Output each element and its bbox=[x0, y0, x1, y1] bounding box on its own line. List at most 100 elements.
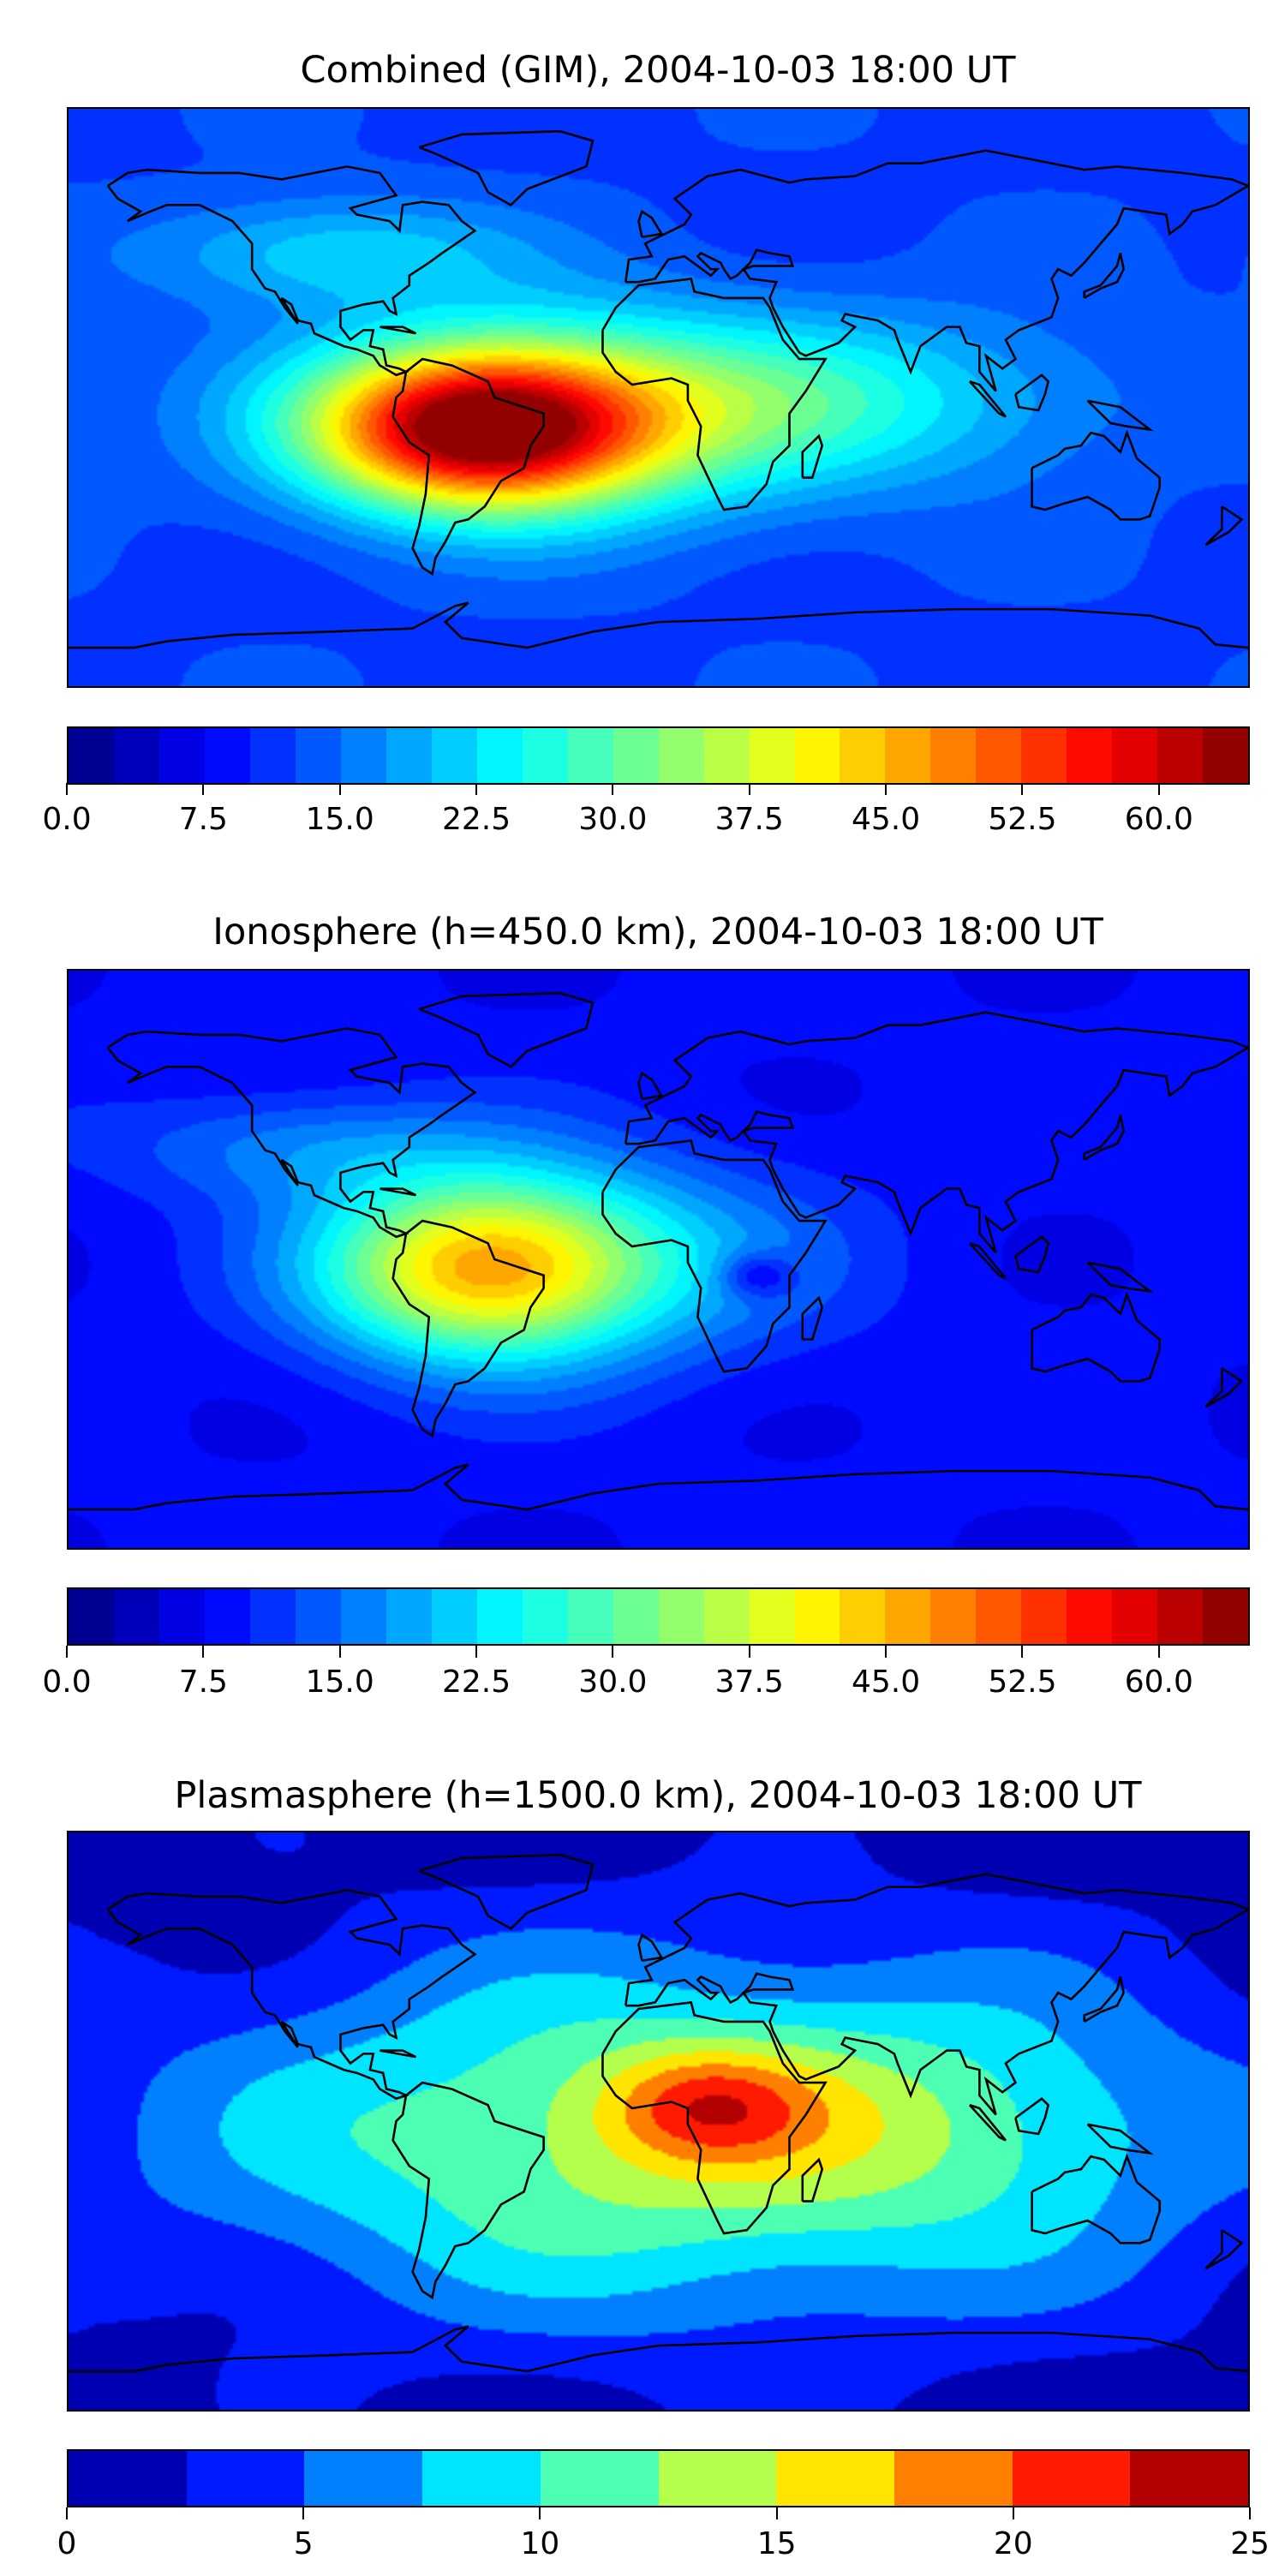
colorbar-bin bbox=[567, 1589, 613, 1644]
colorbar-bin bbox=[1203, 728, 1249, 783]
coastline bbox=[108, 1028, 475, 1236]
coastlines bbox=[69, 971, 1248, 1548]
map-plasmasphere bbox=[67, 1831, 1250, 2412]
colorbar-bin bbox=[158, 1589, 205, 1644]
colorbar-tick bbox=[885, 1646, 888, 1658]
coastline bbox=[69, 603, 1248, 648]
colorbar-tick bbox=[1021, 783, 1024, 795]
colorbar-bin bbox=[1112, 1589, 1158, 1644]
coastline bbox=[1088, 1263, 1151, 1292]
colorbar-tick-label: 22.5 bbox=[441, 1665, 511, 1700]
coastline bbox=[1205, 506, 1241, 545]
coastline bbox=[639, 1073, 662, 1099]
colorbar-bin bbox=[186, 2451, 305, 2506]
colorbar-tick-label: 37.5 bbox=[714, 1665, 784, 1700]
colorbar-tick-label: 0.0 bbox=[42, 1665, 92, 1700]
coastline bbox=[625, 1013, 1248, 1253]
colorbar-tick bbox=[612, 1646, 614, 1658]
colorbar-tick bbox=[775, 2507, 778, 2519]
colorbar-bin bbox=[204, 1589, 250, 1644]
coastline bbox=[1015, 375, 1048, 410]
colorbar-bin bbox=[930, 728, 977, 783]
colorbar-bin bbox=[69, 1589, 114, 1644]
colorbar-bin bbox=[113, 728, 159, 783]
coastline bbox=[602, 1140, 825, 1372]
colorbar-tick-label: 30.0 bbox=[578, 1665, 648, 1700]
colorbar-bin bbox=[158, 728, 205, 783]
colorbar-bin bbox=[422, 2451, 541, 2506]
colorbar-bin bbox=[894, 2451, 1013, 2506]
colorbar-bin bbox=[1157, 728, 1204, 783]
colorbar-tick bbox=[66, 1646, 68, 1658]
colorbar-bin bbox=[703, 1589, 750, 1644]
coastline bbox=[419, 993, 593, 1067]
colorbar-bin bbox=[340, 1589, 386, 1644]
colorbar-tick bbox=[1012, 2507, 1014, 2519]
colorbar-tick-label: 30.0 bbox=[578, 802, 648, 837]
colorbar-bin bbox=[249, 1589, 296, 1644]
colorbar-bin bbox=[613, 1589, 659, 1644]
colorbar-combined bbox=[67, 726, 1250, 785]
colorbar-bin bbox=[1130, 2451, 1249, 2506]
colorbar-tick-label: 10 bbox=[520, 2526, 560, 2561]
colorbar-ionosphere bbox=[67, 1587, 1250, 1646]
colorbar-bin bbox=[476, 1589, 523, 1644]
coastline bbox=[970, 2105, 1006, 2140]
coastline bbox=[1085, 1115, 1124, 1160]
colorbar-bin bbox=[930, 1589, 977, 1644]
colorbar-ticks-plasmasphere: 0 5 10 15 20 25 bbox=[57, 2507, 1270, 2576]
coastline bbox=[1015, 1237, 1048, 1272]
colorbar-bin bbox=[840, 728, 886, 783]
coastline bbox=[602, 2002, 825, 2233]
colorbar-tick bbox=[66, 2507, 68, 2519]
colorbar-bin bbox=[69, 728, 114, 783]
coastline bbox=[393, 359, 544, 574]
colorbar-bin bbox=[476, 728, 523, 783]
colorbar-tick bbox=[338, 783, 341, 795]
coastline bbox=[803, 436, 822, 478]
colorbar-bin bbox=[1157, 1589, 1204, 1644]
colorbar-bin bbox=[976, 1589, 1022, 1644]
colorbar-bin bbox=[794, 728, 840, 783]
colorbar-tick bbox=[1157, 1646, 1160, 1658]
colorbar-bin bbox=[567, 728, 613, 783]
map-title-ionosphere: Ionosphere (h=450.0 km), 2004-10-03 18:0… bbox=[212, 911, 1103, 953]
colorbar-bin bbox=[340, 728, 386, 783]
map-combined bbox=[67, 107, 1250, 688]
colorbar-tick-label: 25 bbox=[1230, 2526, 1270, 2561]
coastlines bbox=[69, 109, 1248, 686]
colorbar-bin bbox=[69, 2451, 187, 2506]
colorbar-bin bbox=[295, 1589, 341, 1644]
colorbar-tick bbox=[475, 1646, 478, 1658]
colorbar-bin bbox=[976, 728, 1022, 783]
colorbar-tick bbox=[1249, 2507, 1251, 2519]
coastline bbox=[970, 1243, 1006, 1278]
coastline bbox=[380, 2051, 415, 2057]
colorbar-bin bbox=[776, 2451, 894, 2506]
colorbar-ticks-ionosphere: 0.0 7.5 15.0 22.5 30.0 37.5 45.0 52.5 60.0 bbox=[42, 1646, 1250, 1714]
colorbar-tick-label: 7.5 bbox=[178, 1665, 228, 1700]
coastline bbox=[602, 278, 825, 510]
colorbar-tick bbox=[475, 783, 478, 795]
coastline bbox=[393, 2083, 544, 2298]
colorbar-bin bbox=[658, 1589, 704, 1644]
colorbar-tick bbox=[302, 2507, 305, 2519]
colorbar-tick-label: 45.0 bbox=[851, 1665, 921, 1700]
colorbar-bin bbox=[386, 728, 432, 783]
coastline bbox=[803, 2160, 822, 2202]
colorbar-bin bbox=[1012, 2451, 1131, 2506]
map-ionosphere bbox=[67, 969, 1250, 1550]
colorbar-tick-label: 20 bbox=[993, 2526, 1033, 2561]
colorbar-bin bbox=[431, 728, 477, 783]
colorbar-bin bbox=[703, 728, 750, 783]
colorbar-tick-label: 45.0 bbox=[851, 802, 921, 837]
coastline bbox=[419, 131, 593, 205]
colorbar-tick-label: 60.0 bbox=[1124, 802, 1193, 837]
colorbar-tick-label: 60.0 bbox=[1124, 1665, 1193, 1700]
coastline bbox=[419, 1855, 593, 1928]
colorbar-tick-label: 52.5 bbox=[988, 802, 1057, 837]
coastline bbox=[380, 327, 415, 333]
coastline bbox=[970, 381, 1006, 416]
colorbar-bin bbox=[522, 728, 568, 783]
colorbar-bin bbox=[1021, 728, 1067, 783]
